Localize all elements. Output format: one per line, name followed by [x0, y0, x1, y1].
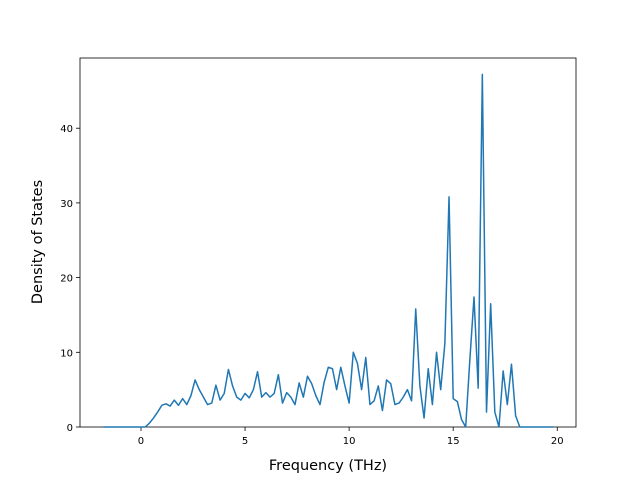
- y-tick-label: 30: [60, 199, 73, 210]
- y-tick-label: 40: [60, 124, 73, 135]
- y-axis-label: Density of States: [30, 180, 46, 304]
- x-tick-label: 20: [551, 436, 564, 447]
- x-tick-label: 10: [343, 436, 356, 447]
- axes-frame: [79, 57, 577, 428]
- x-tick-label: 0: [138, 436, 144, 447]
- x-tick-label: 5: [242, 436, 248, 447]
- line: [103, 73, 554, 428]
- x-tick-label: 15: [447, 436, 460, 447]
- x-axis-label: Frequency (THz): [269, 458, 387, 474]
- y-tick-label: 20: [60, 274, 73, 285]
- y-tick-label: 0: [67, 423, 73, 434]
- y-tick-label: 10: [60, 348, 73, 359]
